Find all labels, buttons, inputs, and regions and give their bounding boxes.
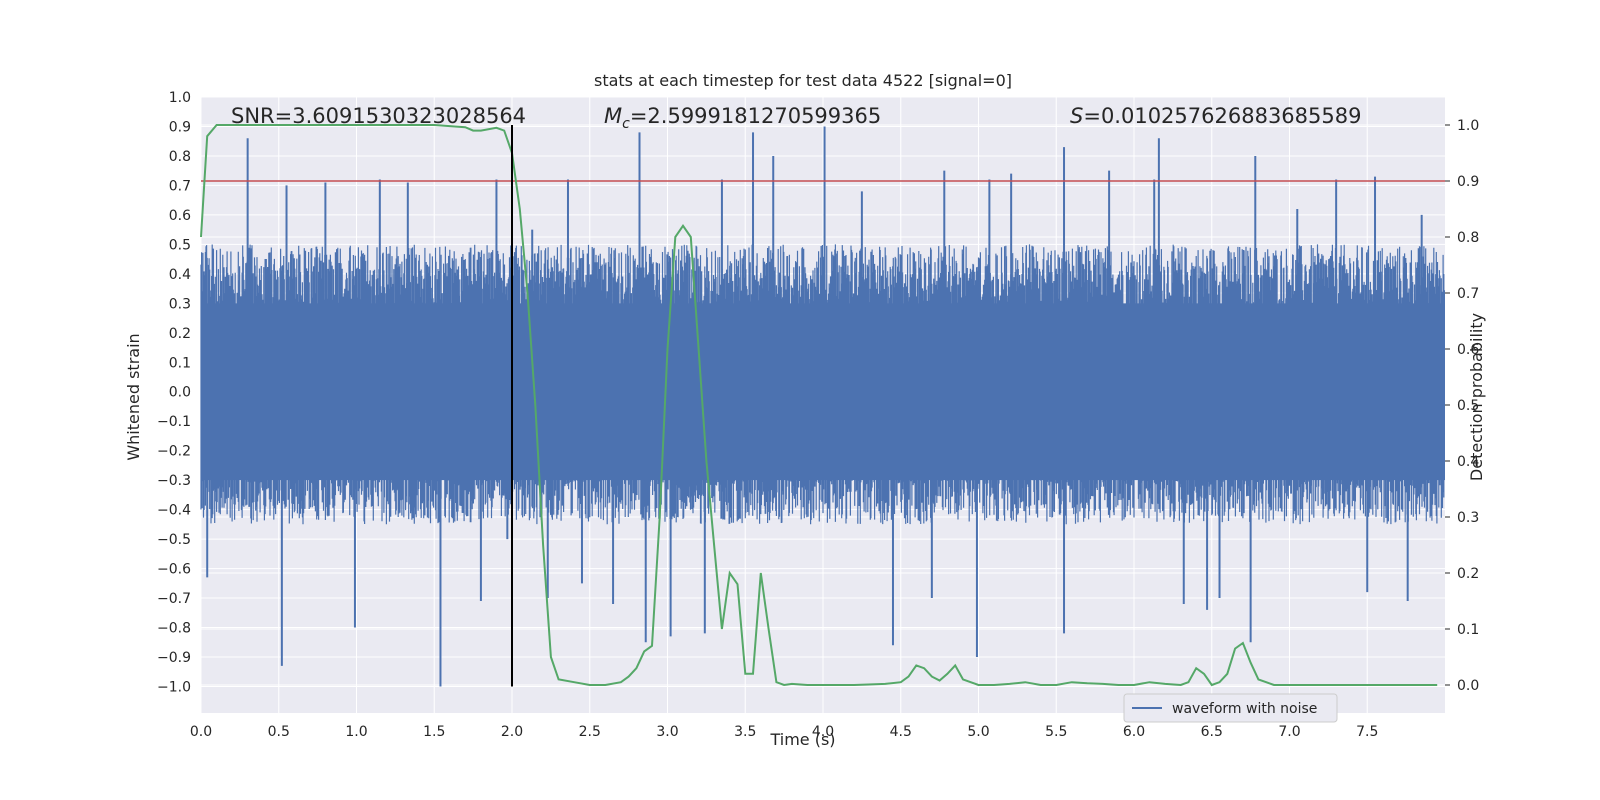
y-tick-label-left: −0.1 [157, 414, 191, 430]
chart-title: stats at each timestep for test data 452… [594, 71, 1012, 90]
y-tick-label-left: 0.5 [169, 237, 191, 253]
detection-probability-line [200, 124, 1438, 687]
x-tick-label: 3.0 [656, 724, 678, 740]
x-tick-label: 2.5 [579, 724, 601, 740]
y-tick-label-left: −0.9 [157, 650, 191, 666]
x-axis-label: Time (s) [769, 730, 835, 749]
x-tick-label: 1.0 [345, 724, 367, 740]
y-tick-label-right: 0.8 [1457, 230, 1479, 246]
waveform-series [200, 126, 1445, 687]
y-tick-label-left: 0.8 [169, 149, 191, 165]
y-tick-label-left: −0.2 [157, 444, 191, 460]
y-tick-label-right: 0.1 [1457, 622, 1479, 638]
chirp-mass-annotation: Mc=2.5999181270599365 [604, 104, 881, 132]
y-axis-label-left: Whitened strain [124, 333, 143, 460]
x-ticks: 0.0 0.5 1.0 1.5 2.0 2.5 3.0 3.5 4.0 4.5 5.0 5.5 6.0 6… [190, 724, 1379, 740]
y-tick-label-left: 0.7 [169, 178, 191, 194]
y-tick-label-left: 0.2 [169, 326, 191, 342]
x-tick-label: 6.5 [1201, 724, 1223, 740]
x-tick-label: 0.0 [190, 724, 212, 740]
x-tick-label: 2.0 [501, 724, 523, 740]
y-tick-label-left: 0.9 [169, 119, 191, 135]
x-tick-label: 5.0 [967, 724, 989, 740]
y-tick-label-left: −0.6 [157, 562, 191, 578]
y-tick-label-left: 0.1 [169, 355, 191, 371]
y-tick-label-right: 0.4 [1457, 454, 1479, 470]
y-tick-label-left: −1.0 [157, 679, 191, 695]
y-tick-label-right: 0.9 [1457, 174, 1479, 190]
y-tick-label-left: −0.8 [157, 621, 191, 637]
x-tick-label: 6.0 [1123, 724, 1145, 740]
y-tick-label-right: 0.6 [1457, 342, 1479, 358]
y-tick-label-right: 0.2 [1457, 566, 1479, 582]
x-tick-label: 5.5 [1045, 724, 1067, 740]
x-tick-label: 1.5 [423, 724, 445, 740]
legend-box [1123, 693, 1338, 723]
waveform-core [201, 303, 1445, 481]
y-tick-label-left: −0.5 [157, 532, 191, 548]
x-tick-label: 7.5 [1356, 724, 1378, 740]
y-tick-label-right: 0.5 [1457, 398, 1479, 414]
y-tick-label-left: 0.0 [169, 385, 191, 401]
x-tick-label: 0.5 [268, 724, 290, 740]
y-tick-label-left: −0.3 [157, 473, 191, 489]
y-tick-label-left: 0.6 [169, 208, 191, 224]
snr-annotation: SNR=3.6091530323028564 [231, 104, 526, 128]
y-tick-label-left: 0.4 [169, 267, 191, 283]
x-tick-label: 3.5 [734, 724, 756, 740]
s-annotation: S=0.010257626883685589 [1070, 104, 1361, 128]
x-tick-label: 4.0 [812, 724, 834, 740]
y-ticks-left: 1.0 0.9 0.8 0.7 0.6 0.5 0.4 0.3 0.2 0.1 0.0 −0.1 −0.… [157, 90, 191, 695]
y-tick-label-left: −0.7 [157, 591, 191, 607]
legend: waveform with noise [1123, 693, 1338, 723]
legend-label: waveform with noise [1172, 701, 1317, 717]
y-tick-label-right: 1.0 [1457, 118, 1479, 134]
y-tick-label-right: 0.0 [1457, 678, 1479, 694]
y-ticks-right: 0.0 0.1 0.2 0.3 0.4 0.5 0.6 0.7 0.8 0.9 1.0 [1445, 118, 1479, 694]
y-tick-label-left: 0.3 [169, 296, 191, 312]
x-tick-label: 7.0 [1278, 724, 1300, 740]
y-tick-label-right: 0.7 [1457, 286, 1479, 302]
y-tick-label-left: 1.0 [169, 90, 191, 106]
y-axis-label-right: Detection probability [1467, 313, 1486, 481]
y-tick-label-right: 0.3 [1457, 510, 1479, 526]
y-tick-label-left: −0.4 [157, 503, 191, 519]
x-tick-label: 4.5 [890, 724, 912, 740]
